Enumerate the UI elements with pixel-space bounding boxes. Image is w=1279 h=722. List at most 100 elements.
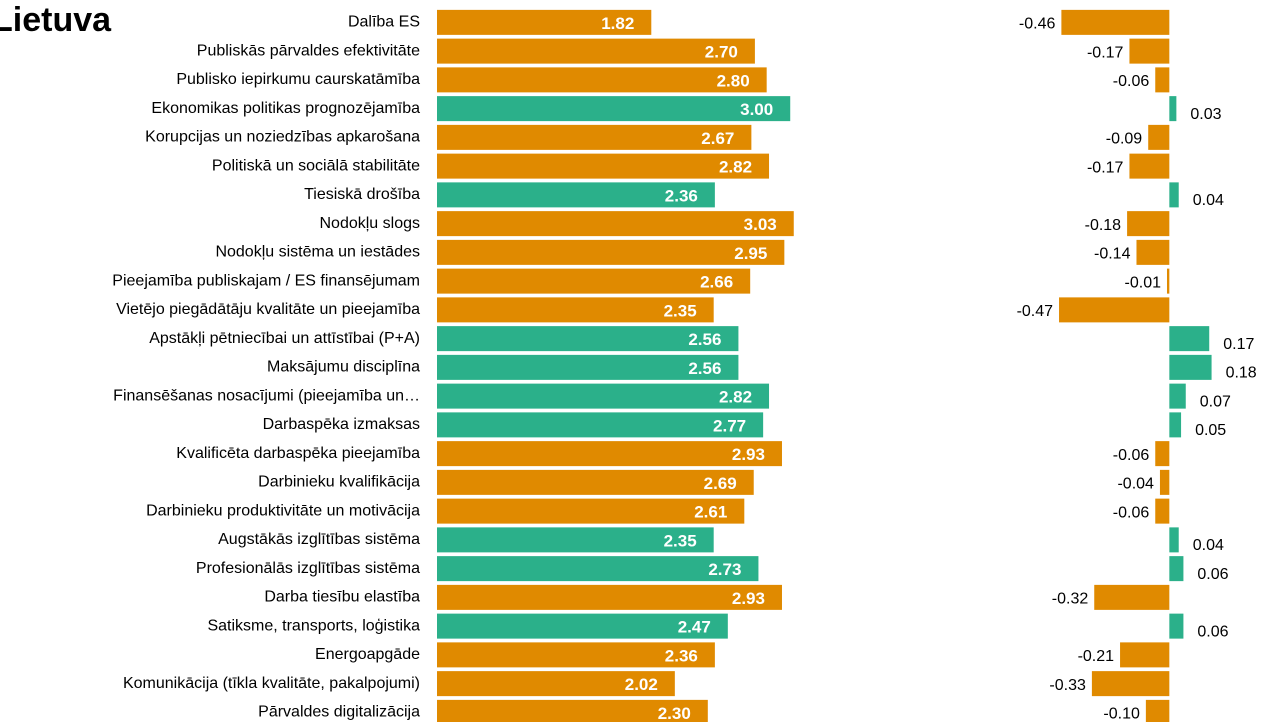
value-label: -0.17 xyxy=(1087,159,1124,176)
bar xyxy=(1155,498,1170,524)
category-label: Komunikācija (tīkla kvalitāte, pakalpoju… xyxy=(123,675,420,692)
value-label: 2.73 xyxy=(708,560,741,579)
bar xyxy=(1148,124,1170,150)
bar xyxy=(437,153,770,179)
bar xyxy=(1129,153,1170,179)
value-label: 2.56 xyxy=(688,330,721,349)
category-label: Augstākās izglītības sistēma xyxy=(218,531,420,548)
value-label: 0.06 xyxy=(1197,566,1228,583)
category-label: Korupcijas un noziedzības apkarošana xyxy=(145,129,420,146)
value-label: 2.82 xyxy=(719,388,752,407)
category-label: Darba tiesību elastība xyxy=(264,589,420,606)
value-label: 0.06 xyxy=(1197,623,1228,640)
category-label: Darbaspēka izmaksas xyxy=(263,416,420,433)
value-label: 2.70 xyxy=(705,43,738,62)
value-label: -0.46 xyxy=(1019,16,1056,33)
category-label: Darbinieku kvalifikācija xyxy=(258,474,420,491)
value-label: 2.93 xyxy=(732,445,765,464)
value-label: 2.82 xyxy=(719,158,752,177)
category-label: Vietējo piegādātāju kvalitāte un pieejam… xyxy=(116,301,420,318)
value-label: 0.03 xyxy=(1190,106,1221,123)
bar xyxy=(437,383,770,409)
value-label: -0.32 xyxy=(1052,591,1089,608)
value-label: 3.00 xyxy=(740,100,773,119)
bar xyxy=(437,67,767,93)
bar xyxy=(437,96,791,122)
category-label: Ekonomikas politikas prognozējamība xyxy=(151,100,420,117)
value-label: 1.82 xyxy=(601,14,634,33)
bar xyxy=(437,354,739,380)
bar xyxy=(1166,268,1170,294)
value-label: -0.04 xyxy=(1117,476,1154,493)
bar xyxy=(1145,699,1170,722)
value-label: 2.47 xyxy=(678,618,711,637)
bar xyxy=(1159,469,1170,495)
bar xyxy=(437,182,715,208)
bar xyxy=(437,268,751,294)
value-label: 2.35 xyxy=(664,301,697,320)
bar xyxy=(437,297,714,323)
value-label: 2.56 xyxy=(688,359,721,378)
bar xyxy=(1155,441,1170,467)
category-label: Nodokļu slogs xyxy=(320,215,421,232)
value-label: 3.03 xyxy=(744,215,777,234)
value-label: -0.21 xyxy=(1078,648,1115,665)
category-label: Maksājumu disciplīna xyxy=(267,359,420,376)
value-label: 2.61 xyxy=(694,503,727,522)
chart-title: Lietuva xyxy=(0,1,112,39)
bar xyxy=(437,498,745,524)
category-label: Dalība ES xyxy=(348,14,420,31)
category-label: Satiksme, transports, loģistika xyxy=(207,616,420,634)
value-label: 2.02 xyxy=(625,675,658,694)
bar xyxy=(437,124,752,150)
bar xyxy=(437,412,764,438)
bar xyxy=(437,9,652,35)
bar xyxy=(1091,671,1170,697)
value-label: 2.69 xyxy=(704,474,737,493)
bar xyxy=(437,556,759,582)
bar xyxy=(1094,584,1170,610)
bar xyxy=(1169,354,1212,380)
value-label: -0.06 xyxy=(1113,73,1150,90)
bar xyxy=(1129,38,1170,64)
value-label: 2.30 xyxy=(658,704,691,722)
value-label: 0.07 xyxy=(1200,393,1231,410)
bar xyxy=(437,211,794,237)
bar xyxy=(1169,96,1177,122)
category-label: Energoapgāde xyxy=(315,646,420,663)
bar xyxy=(1059,297,1170,323)
bar xyxy=(1169,556,1184,582)
value-label: -0.09 xyxy=(1106,131,1143,148)
bar xyxy=(437,326,739,352)
category-label: Publisko iepirkumu caurskatāmība xyxy=(176,71,420,88)
value-label: 2.66 xyxy=(700,273,733,292)
value-label: 2.35 xyxy=(664,531,697,550)
bar xyxy=(437,527,714,553)
bar xyxy=(1061,9,1170,35)
value-label: 0.04 xyxy=(1193,537,1224,554)
value-label: 2.67 xyxy=(701,129,734,148)
value-label: -0.01 xyxy=(1125,274,1162,291)
value-label: 0.05 xyxy=(1195,422,1226,439)
value-label: 2.36 xyxy=(665,186,698,205)
category-label: Apstākļi pētniecībai un attīstībai (P+A) xyxy=(149,330,420,347)
category-label: Nodokļu sistēma un iestādes xyxy=(215,244,420,261)
bar xyxy=(1136,239,1170,265)
value-label: -0.06 xyxy=(1113,504,1150,521)
bar xyxy=(1169,527,1179,553)
bar xyxy=(437,613,728,639)
category-label: Pieejamība publiskajam / ES finansējumam xyxy=(112,272,420,289)
bar xyxy=(437,239,785,265)
value-label: 0.04 xyxy=(1193,192,1224,209)
bar xyxy=(437,642,715,668)
bar xyxy=(437,699,708,722)
value-label: 2.95 xyxy=(734,244,767,263)
value-label: -0.47 xyxy=(1017,303,1054,320)
value-label: -0.10 xyxy=(1103,706,1140,722)
category-label: Politiskā un sociālā stabilitāte xyxy=(212,157,420,174)
bar xyxy=(1120,642,1170,668)
value-label: -0.33 xyxy=(1049,677,1086,694)
value-label: -0.17 xyxy=(1087,44,1124,61)
category-label: Pārvaldes digitalizācija xyxy=(258,704,420,721)
